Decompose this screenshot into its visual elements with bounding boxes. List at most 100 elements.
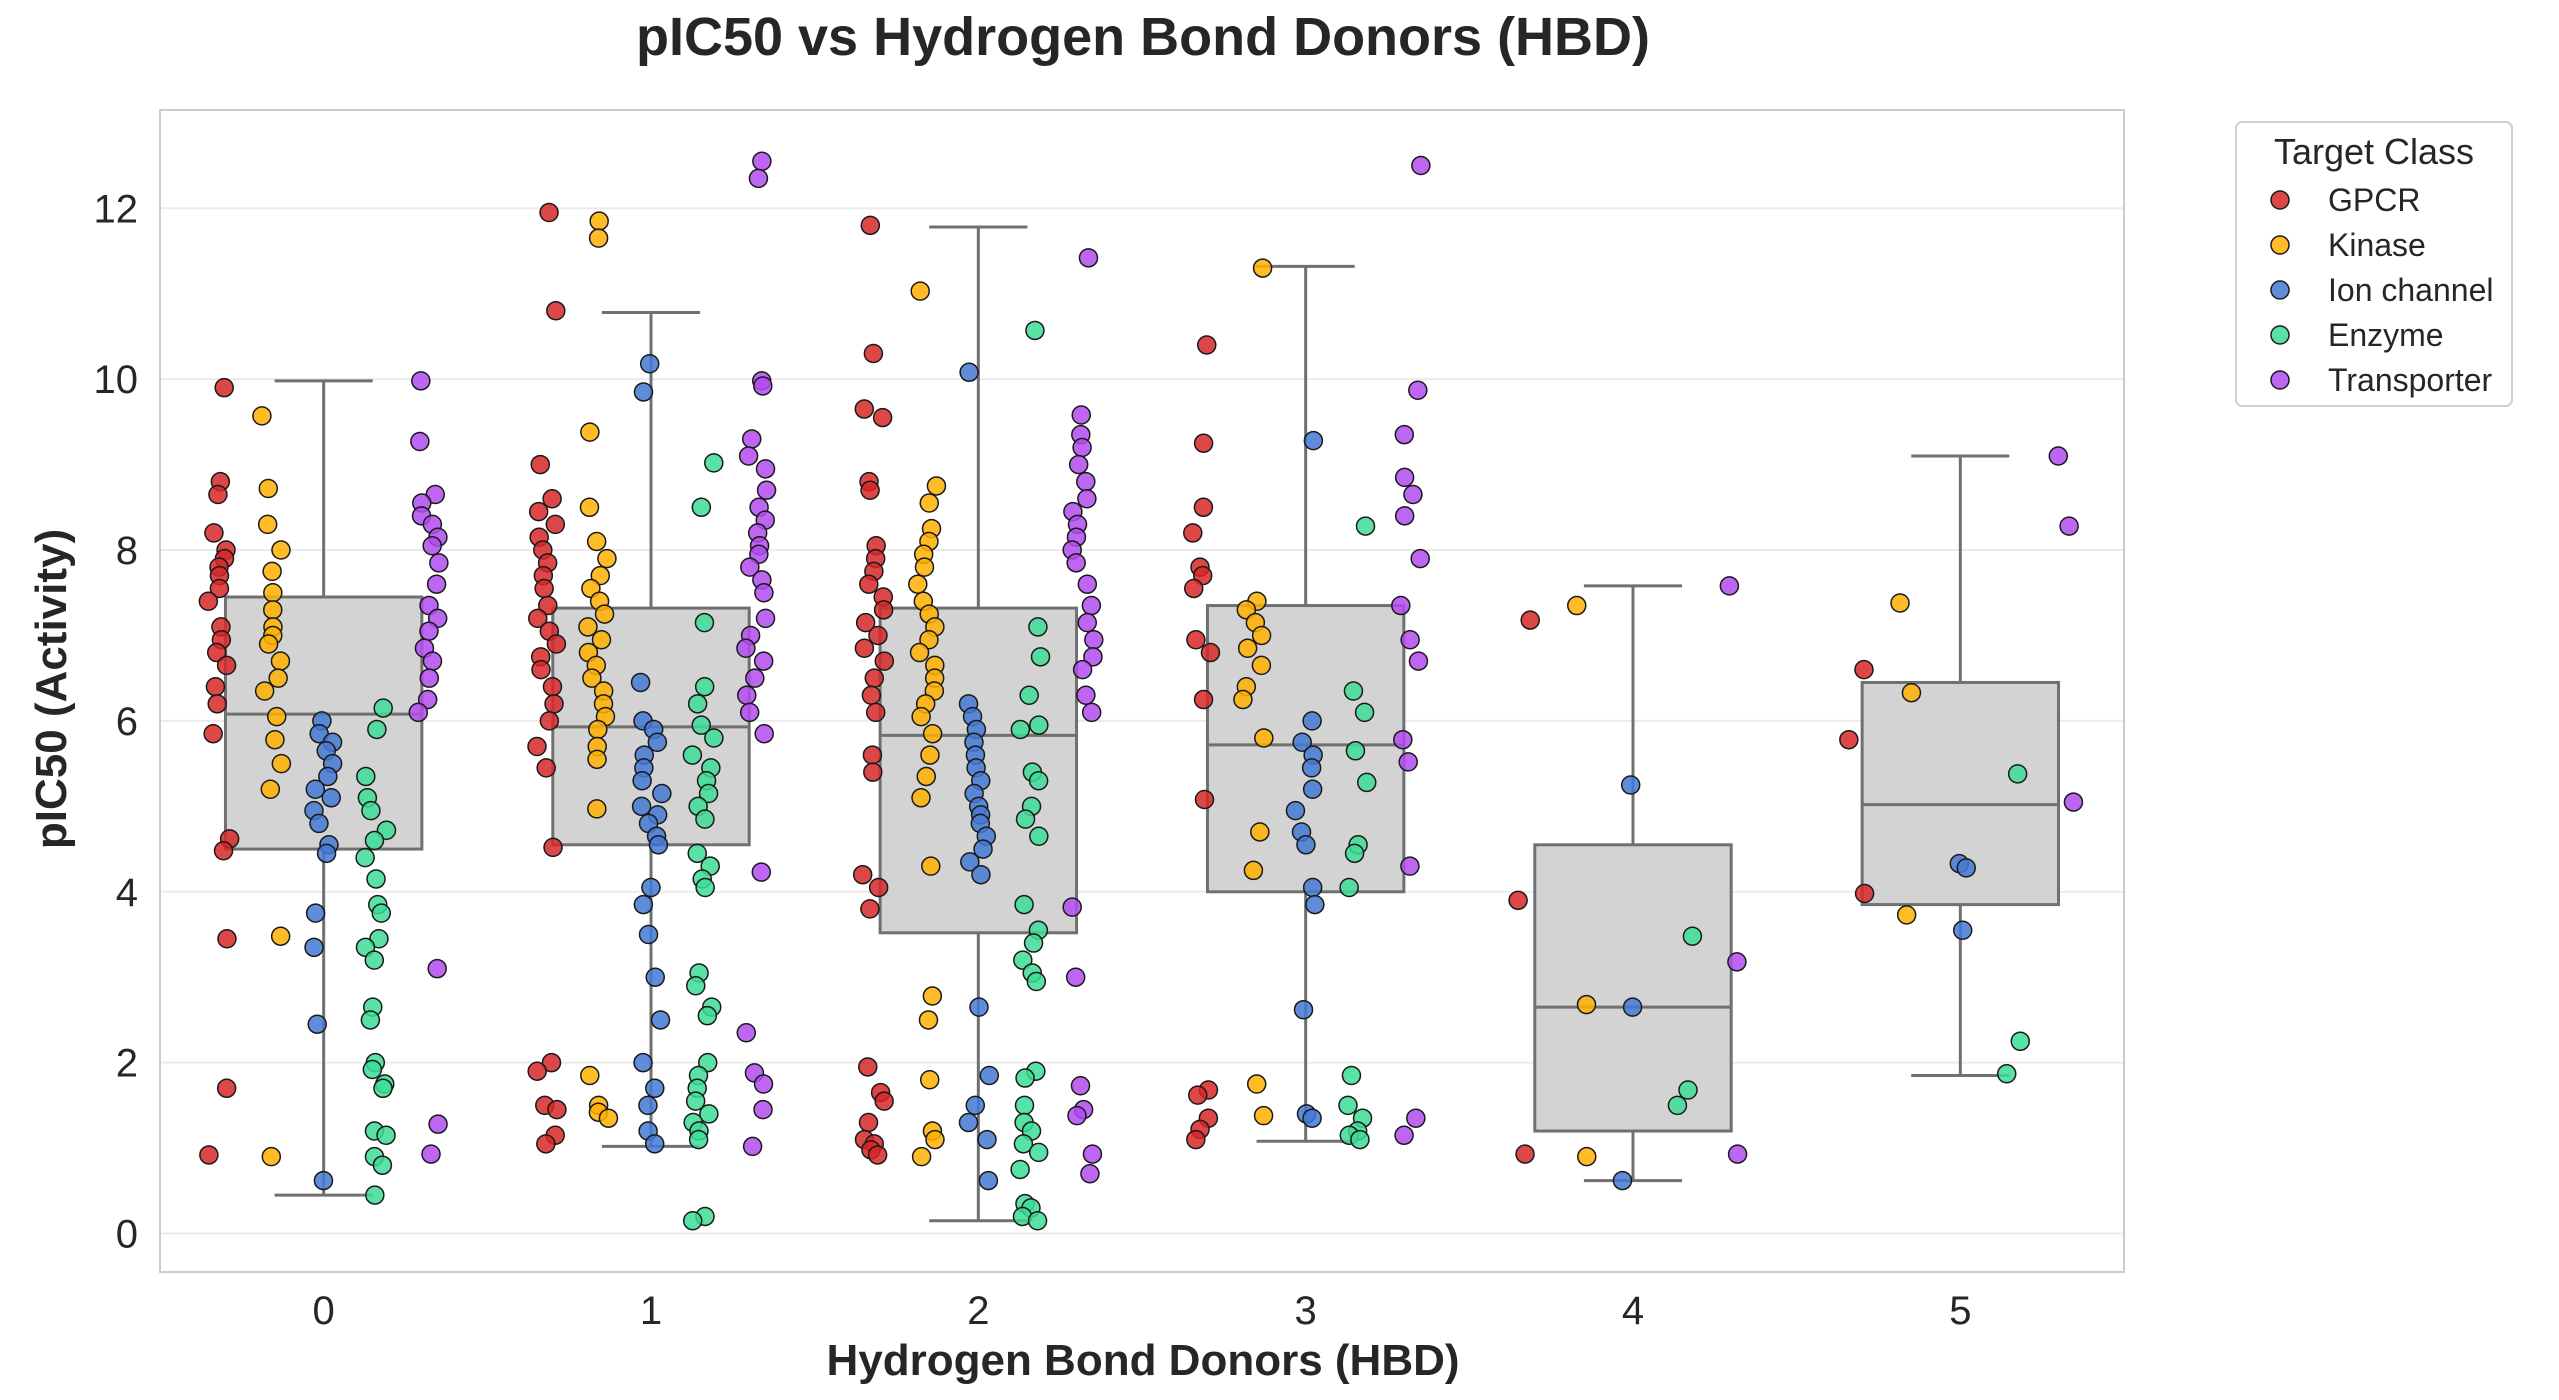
data-point — [1077, 489, 1097, 509]
data-point — [1727, 952, 1747, 972]
data-point — [1028, 617, 1048, 637]
data-point — [860, 215, 881, 236]
data-point — [652, 783, 672, 804]
data-point — [252, 406, 272, 426]
data-point — [922, 723, 943, 744]
data-point — [546, 301, 566, 321]
data-point — [260, 779, 281, 800]
data-point — [207, 694, 227, 714]
data-point — [1030, 647, 1051, 667]
data-point — [1357, 772, 1377, 793]
data-point — [1078, 248, 1099, 268]
data-point — [208, 484, 228, 505]
data-point — [704, 728, 724, 748]
data-point — [528, 501, 549, 522]
data-point — [1183, 523, 1203, 543]
data-point — [2010, 1031, 2031, 1052]
data-point — [1285, 800, 1306, 821]
data-point — [1077, 612, 1098, 633]
data-point — [631, 796, 652, 817]
data-point — [739, 702, 760, 723]
data-point — [545, 514, 566, 535]
data-point — [872, 407, 893, 428]
data-point — [318, 766, 338, 787]
data-point — [1194, 789, 1215, 810]
data-point — [367, 719, 387, 740]
data-point — [919, 1070, 940, 1090]
data-point — [422, 651, 443, 671]
data-point — [908, 574, 928, 594]
data-point — [1345, 741, 1366, 761]
data-point — [1193, 433, 1214, 453]
data-point — [854, 399, 875, 419]
data-point — [740, 557, 760, 577]
grid-lines — [160, 207, 2124, 1235]
data-point — [682, 1210, 703, 1231]
y-tick-label: 6 — [116, 700, 138, 744]
data-point — [860, 899, 880, 919]
data-point — [641, 877, 661, 898]
data-point — [633, 1052, 653, 1073]
data-point — [1576, 994, 1597, 1015]
data-point — [874, 651, 895, 671]
y-tick-label: 8 — [116, 529, 138, 573]
data-point — [1344, 843, 1365, 864]
data-point — [1355, 516, 1376, 536]
data-point — [1010, 719, 1031, 740]
data-point — [265, 729, 285, 750]
data-point — [198, 591, 219, 612]
data-point — [1186, 1129, 1206, 1150]
box-plots — [223, 225, 2061, 1223]
data-point — [978, 1170, 999, 1191]
box-plot-4 — [1533, 584, 1733, 1183]
data-point — [1246, 1074, 1267, 1094]
data-point — [376, 1125, 396, 1146]
data-point — [699, 1104, 719, 1124]
data-point — [597, 548, 617, 569]
data-point — [307, 1014, 327, 1034]
data-point — [304, 937, 324, 958]
x-tick-label: 0 — [313, 1289, 335, 1333]
data-point — [419, 668, 440, 688]
data-point — [539, 711, 560, 731]
data-point — [1243, 860, 1264, 881]
data-point — [199, 1145, 219, 1165]
data-point — [1339, 877, 1359, 898]
data-point — [1622, 997, 1643, 1017]
data-point — [1197, 335, 1217, 355]
data-point — [1400, 629, 1420, 650]
data-point — [271, 753, 292, 774]
data-point — [644, 1134, 665, 1154]
data-point — [687, 843, 708, 864]
data-point — [736, 1023, 757, 1043]
data-point — [580, 1065, 600, 1086]
data-point — [1200, 642, 1221, 663]
data-point — [697, 1005, 718, 1026]
data-point — [861, 685, 882, 706]
data-point — [1010, 1159, 1030, 1180]
data-point — [1251, 655, 1272, 676]
data-point — [687, 694, 708, 714]
data-point — [1014, 894, 1034, 915]
data-point — [258, 634, 279, 654]
data-point — [428, 1114, 448, 1134]
data-point — [645, 967, 665, 987]
data-point — [1013, 1134, 1034, 1154]
data-point — [694, 612, 715, 633]
data-point — [685, 1091, 706, 1111]
data-point — [874, 1091, 894, 1111]
data-point — [691, 715, 711, 735]
data-point — [2059, 516, 2079, 536]
data-point — [1678, 1080, 1698, 1100]
data-point — [704, 453, 724, 473]
data-point — [863, 343, 884, 364]
data-point — [959, 362, 979, 383]
data-point — [305, 779, 326, 800]
data-point — [958, 1112, 979, 1133]
data-point — [638, 1095, 658, 1116]
data-point — [868, 877, 889, 898]
data-point — [544, 694, 564, 714]
data-point — [531, 659, 551, 680]
data-point — [270, 926, 291, 946]
